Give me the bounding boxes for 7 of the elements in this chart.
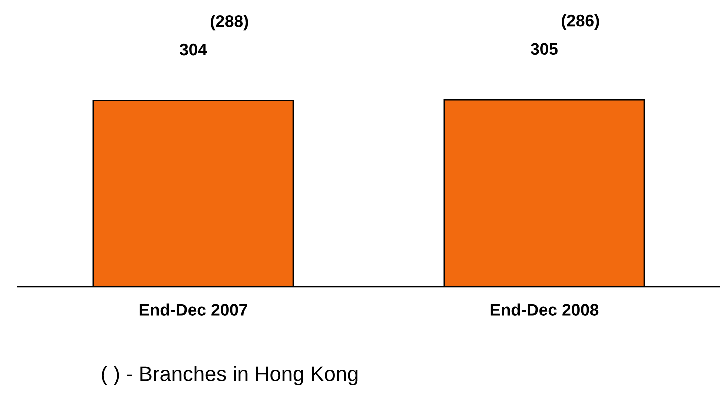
data-label: 304 [180, 44, 208, 56]
text: ( ) - Branches in Hong Kong [102, 366, 358, 386]
x-tick-label: End-Dec 2007 [140, 304, 248, 316]
data-label: 305 [530, 43, 558, 56]
x-tick-label: End-Dec 2008 [490, 304, 599, 316]
text: (286) [562, 14, 600, 30]
text: (288) [210, 15, 248, 31]
